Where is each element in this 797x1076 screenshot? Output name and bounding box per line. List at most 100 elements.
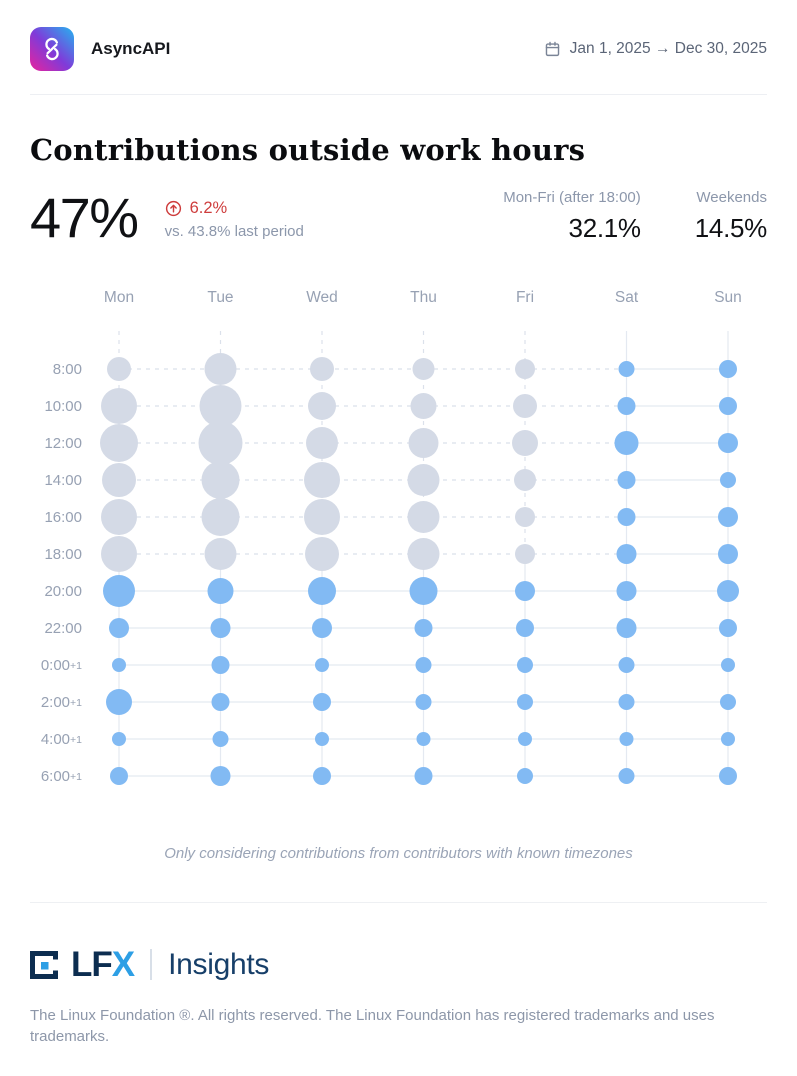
- bubble-work-hours: [407, 463, 440, 496]
- bubble-work-hours: [407, 537, 440, 570]
- bubble-outside-hours: [414, 618, 433, 637]
- chart-footnote: Only considering contributions from cont…: [164, 844, 633, 862]
- bubble-outside-hours: [619, 731, 634, 746]
- bubble-outside-hours: [718, 543, 738, 564]
- bubble-outside-hours: [618, 656, 635, 673]
- bubble-work-hours: [101, 387, 137, 424]
- bubble-work-hours: [204, 537, 237, 570]
- bubble-outside-hours: [313, 692, 331, 711]
- lfx-x-text: X: [111, 944, 135, 984]
- bubble-work-hours: [308, 391, 336, 420]
- chart-time-label: 16:00: [44, 509, 82, 526]
- chart-time-label: 2:00+1: [41, 694, 82, 711]
- asyncapi-logo-icon: [30, 27, 74, 71]
- chart-time-label: 18:00: [44, 546, 82, 563]
- footer-divider: [30, 901, 767, 903]
- bubble-work-hours: [408, 427, 439, 458]
- bubble-outside-hours: [721, 731, 735, 746]
- bubble-work-hours: [306, 426, 338, 459]
- lfx-insights-logo: LF X Insights: [30, 945, 767, 985]
- bubble-work-hours: [407, 500, 440, 533]
- bubble-outside-hours: [211, 655, 230, 674]
- bubble-outside-hours: [718, 432, 738, 453]
- logo-separator: [150, 949, 153, 981]
- bubble-work-hours: [101, 498, 137, 535]
- bubble-work-hours: [204, 352, 237, 385]
- bubble-outside-hours: [315, 731, 329, 746]
- lfx-wordmark: LF X: [71, 944, 135, 985]
- bubble-outside-hours: [415, 656, 432, 673]
- bubble-outside-hours: [212, 730, 229, 747]
- bubble-outside-hours: [518, 731, 532, 746]
- chart-day-label: Sun: [714, 289, 742, 306]
- bubble-work-hours: [201, 497, 240, 536]
- chart-time-label: 4:00+1: [41, 731, 82, 748]
- arrow-up-circle-icon: [165, 200, 182, 217]
- outside-work-hours-chart: Mon Tue Wed Thu Fri Sat Sun 8:00 10:00 12:00 14:00…: [30, 281, 767, 801]
- bubble-outside-hours: [618, 767, 635, 784]
- bubble-outside-hours: [315, 657, 329, 672]
- bubble-outside-hours: [313, 766, 331, 785]
- comparison-text: vs. 43.8% last period: [164, 223, 304, 241]
- stat-weekday-evenings: Mon-Fri (after 18:00) 32.1%: [503, 189, 641, 244]
- date-range-control[interactable]: Jan 1, 2025 → Dec 30, 2025: [544, 40, 767, 58]
- primary-stat: 47% 6.2% vs. 43.8% last period: [30, 187, 304, 249]
- bubble-outside-hours: [516, 618, 534, 637]
- bubble-work-hours: [410, 392, 437, 419]
- bubble-work-hours: [198, 420, 243, 465]
- chart-time-label: 14:00: [44, 472, 82, 489]
- chart-day-label: Thu: [410, 289, 437, 306]
- bubble-outside-hours: [517, 693, 533, 710]
- chart-time-label: 12:00: [44, 435, 82, 452]
- bubble-outside-hours: [718, 506, 738, 527]
- bubble-outside-hours: [517, 767, 533, 784]
- bubble-outside-hours: [719, 396, 737, 415]
- bubble-work-hours: [304, 461, 340, 498]
- bubble-work-hours: [305, 536, 339, 571]
- stat-label: Mon-Fri (after 18:00): [503, 189, 641, 206]
- bubble-outside-hours: [109, 617, 129, 638]
- bubble-work-hours: [107, 356, 131, 381]
- chart-time-label: 6:00+1: [41, 768, 82, 785]
- bubble-outside-hours: [617, 507, 636, 526]
- chart-day-label: Fri: [516, 289, 534, 306]
- bubble-work-hours: [102, 462, 136, 497]
- bubble-work-hours: [515, 358, 535, 379]
- lfx-lf-text: LF: [71, 944, 113, 984]
- bubble-work-hours: [515, 543, 535, 564]
- change-indicator: 6.2%: [165, 199, 304, 218]
- bubble-work-hours: [101, 535, 137, 572]
- bubble-outside-hours: [616, 543, 637, 564]
- stat-value: 14.5%: [694, 213, 768, 243]
- bubble-outside-hours: [308, 576, 336, 605]
- bubble-outside-hours: [106, 688, 132, 715]
- bubble-outside-hours: [110, 766, 128, 785]
- bubble-outside-hours: [616, 617, 637, 638]
- bubble-work-hours: [199, 384, 242, 427]
- bubble-work-hours: [100, 423, 138, 462]
- page-title: Contributions outside work hours: [30, 133, 586, 167]
- bubble-outside-hours: [719, 766, 737, 785]
- project-name: AsyncAPI: [91, 39, 171, 58]
- chart-time-label: 0:00+1: [41, 657, 82, 674]
- bubble-work-hours: [512, 429, 538, 456]
- bubble-outside-hours: [211, 692, 230, 711]
- bubble-outside-hours: [614, 430, 639, 455]
- bubble-outside-hours: [515, 580, 535, 601]
- bubble-outside-hours: [618, 693, 635, 710]
- lfx-bracket-icon: [30, 950, 58, 979]
- chart-time-label: 8:00: [53, 361, 82, 378]
- calendar-icon: [544, 40, 561, 58]
- secondary-stats: Mon-Fri (after 18:00) 32.1% Weekends 14.…: [503, 187, 767, 244]
- bubble-outside-hours: [720, 471, 736, 488]
- bubble-work-hours: [304, 498, 340, 535]
- bubble-outside-hours: [409, 576, 438, 605]
- bubble-outside-hours: [112, 657, 126, 672]
- header: AsyncAPI Jan 1, 2025 → Dec 30, 2025: [30, 0, 767, 95]
- bubble-work-hours: [513, 393, 537, 418]
- bubble-outside-hours: [416, 731, 431, 746]
- bubble-outside-hours: [517, 656, 533, 673]
- bubble-outside-hours: [210, 617, 231, 638]
- date-range-text: Jan 1, 2025 → Dec 30, 2025: [569, 40, 767, 57]
